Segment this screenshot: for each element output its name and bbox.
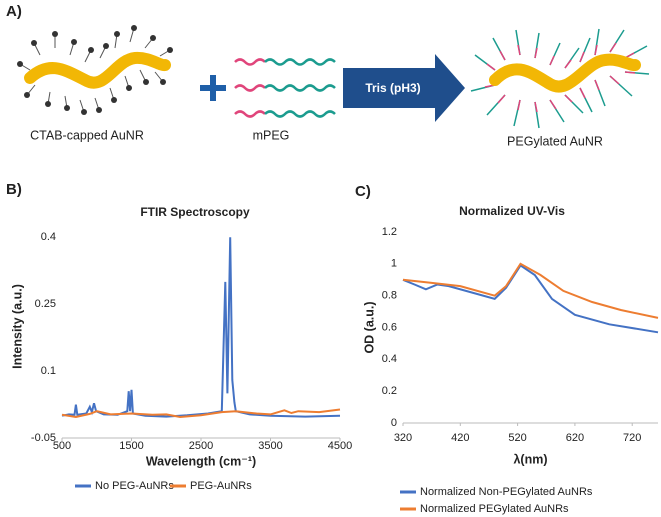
y-tick-label: 0.2 (382, 385, 397, 397)
x-tick-label: 720 (623, 432, 641, 444)
legend-label: No PEG-AuNRs (95, 480, 174, 492)
series-line (402, 264, 659, 334)
y-tick-label: 0.8 (382, 290, 397, 302)
y-axis-label: Intensity (a.u.) (10, 284, 24, 369)
y-axis-label: OD (a.u.) (362, 301, 376, 353)
y-tick-label: 0.4 (382, 353, 397, 365)
legend-label: Normalized Non-PEGylated AuNRs (420, 486, 593, 498)
chart-title: FTIR Spectroscopy (140, 205, 250, 219)
x-axis-label: Wavelength (cm⁻¹) (146, 454, 256, 468)
arrow-label: Tris (pH3) (365, 81, 420, 95)
y-tick-label: 1.2 (382, 226, 397, 238)
chart-title: Normalized UV-Vis (459, 204, 565, 218)
plus-sign (200, 75, 226, 101)
y-tick-label: 0.25 (35, 298, 56, 310)
x-tick-label: 1500 (119, 440, 143, 452)
x-tick-label: 320 (394, 432, 412, 444)
y-tick-label: 1 (391, 258, 397, 270)
x-tick-label: 500 (53, 440, 71, 452)
x-tick-label: 520 (508, 432, 526, 444)
y-tick-label: -0.05 (31, 432, 56, 444)
x-tick-label: 620 (566, 432, 584, 444)
x-tick-label: 2500 (189, 440, 213, 452)
series-line (402, 262, 659, 319)
caption: CTAB-capped AuNR (30, 128, 144, 142)
x-tick-label: 420 (451, 432, 469, 444)
pegylated-rod (470, 28, 650, 129)
x-axis-label: λ(nm) (513, 452, 547, 466)
x-tick-label: 3500 (258, 440, 282, 452)
caption: PEGylated AuNR (507, 134, 603, 148)
series-line (61, 408, 341, 419)
y-tick-label: 0.6 (382, 321, 397, 333)
series-line (61, 237, 341, 418)
legend-label: Normalized PEGylated AuNRs (420, 503, 569, 515)
legend-label: PEG-AuNRs (190, 480, 252, 492)
ctab-rod (17, 25, 173, 115)
mpeg-chains (234, 58, 336, 118)
arrow (343, 54, 465, 122)
y-tick-label: 0.1 (41, 365, 56, 377)
caption: mPEG (253, 128, 290, 142)
y-tick-label: 0 (391, 417, 397, 429)
panel-label: C) (355, 183, 371, 200)
panel-label: A) (6, 3, 22, 20)
panel-label: B) (6, 181, 22, 198)
x-tick-label: 4500 (328, 440, 352, 452)
y-tick-label: 0.4 (41, 231, 56, 243)
